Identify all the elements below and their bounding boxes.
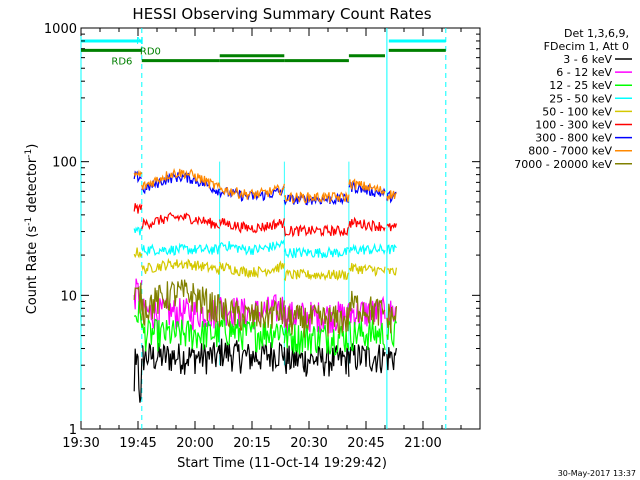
series-line-7 xyxy=(133,169,143,178)
series-line-0 xyxy=(141,342,221,375)
y-tick-label: 100 xyxy=(52,156,77,171)
x-axis-label: Start Time (11-Oct-14 19:29:42) xyxy=(177,456,387,471)
y-axis-label-part: Count Rate (s xyxy=(25,226,40,315)
series-line-4 xyxy=(133,247,143,259)
series-line-8 xyxy=(219,297,285,331)
legend-entry-label: 6 - 12 keV xyxy=(556,66,612,79)
legend-header: Det 1,3,6,9, xyxy=(564,27,629,40)
x-tick-label: 19:30 xyxy=(62,436,99,451)
series-line-5 xyxy=(386,223,397,232)
legend-entry-label: 50 - 100 keV xyxy=(542,105,612,118)
series-line-0 xyxy=(133,348,143,403)
legend-header: FDecim 1, Att 0 xyxy=(544,40,629,53)
chart-title: HESSI Observing Summary Count Rates xyxy=(132,5,431,23)
series-line-2 xyxy=(348,319,386,352)
x-tick-label: 19:45 xyxy=(119,436,156,451)
x-tick-label: 20:45 xyxy=(347,436,384,451)
y-axis-label: Count Rate (s-1 detector-1) xyxy=(24,144,40,315)
series-line-2 xyxy=(133,301,143,328)
legend-entry-label: 800 - 7000 keV xyxy=(528,145,612,158)
y-axis-label-superscript: -1 xyxy=(24,149,34,158)
x-tick-label: 20:15 xyxy=(233,436,270,451)
series-line-0 xyxy=(348,343,386,374)
series-line-8 xyxy=(348,290,386,326)
flag-label-rd0: RD0 xyxy=(140,46,161,57)
series-line-5 xyxy=(141,212,221,231)
series-line-8 xyxy=(141,279,221,328)
series-line-0 xyxy=(283,344,350,377)
series-line-5 xyxy=(133,203,143,214)
series-line-3 xyxy=(133,226,143,236)
series-line-6 xyxy=(386,190,397,204)
series-line-0 xyxy=(219,338,285,374)
timestamp: 30-May-2017 13:37 xyxy=(558,469,636,478)
x-tick-label: 21:00 xyxy=(404,436,441,451)
legend-entry-label: 3 - 6 keV xyxy=(563,53,612,66)
y-tick-label: 1000 xyxy=(44,22,77,37)
series-line-6 xyxy=(133,170,142,184)
series-line-8 xyxy=(133,282,143,314)
series-line-3 xyxy=(283,245,350,259)
series-line-8 xyxy=(283,303,350,338)
y-tick-label: 10 xyxy=(60,289,77,304)
series-line-7 xyxy=(386,190,397,202)
series-line-7 xyxy=(348,178,386,196)
series-line-5 xyxy=(219,218,285,234)
series-line-5 xyxy=(348,216,386,233)
legend-entry-label: 100 - 300 keV xyxy=(535,119,612,132)
series-line-3 xyxy=(141,242,221,257)
legend-entry-label: 12 - 25 keV xyxy=(549,79,612,92)
series-line-6 xyxy=(141,171,220,196)
series-line-4 xyxy=(283,268,350,282)
series-line-7 xyxy=(141,167,221,190)
flag-label-rd6: RD6 xyxy=(111,57,132,68)
series-line-3 xyxy=(386,244,397,255)
series-line-4 xyxy=(348,262,386,277)
legend-entry-label: 25 - 50 keV xyxy=(549,92,612,105)
axes-layer: 1 10 100 1000 19:30 19:45 20:00 20:15 20:30 20:45… xyxy=(44,22,480,451)
series-line-2 xyxy=(219,314,285,353)
series-line-5 xyxy=(283,224,350,238)
y-axis-label-part: ) xyxy=(25,144,40,149)
series-line-0 xyxy=(386,347,397,371)
series-line-4 xyxy=(141,257,221,275)
series-line-3 xyxy=(219,239,285,256)
series-line-8 xyxy=(386,303,397,334)
x-tick-label: 20:30 xyxy=(290,436,327,451)
series-line-4 xyxy=(386,267,397,276)
y-axis-label-superscript: -1 xyxy=(24,217,34,226)
flag-label-n: N xyxy=(136,36,143,47)
y-tick-label: 1 xyxy=(69,423,77,438)
x-tick-label: 20:00 xyxy=(176,436,213,451)
series-line-7 xyxy=(219,183,285,200)
series-line-3 xyxy=(348,242,386,256)
series-line-7 xyxy=(284,191,350,204)
legend-entry-label: 7000 - 20000 keV xyxy=(514,158,612,171)
y-axis-label-part: detector xyxy=(25,157,40,217)
series-line-2 xyxy=(141,318,221,352)
series-line-4 xyxy=(219,260,285,279)
series-line-2 xyxy=(283,323,350,356)
legend-entry-label: 300 - 800 keV xyxy=(535,132,612,145)
